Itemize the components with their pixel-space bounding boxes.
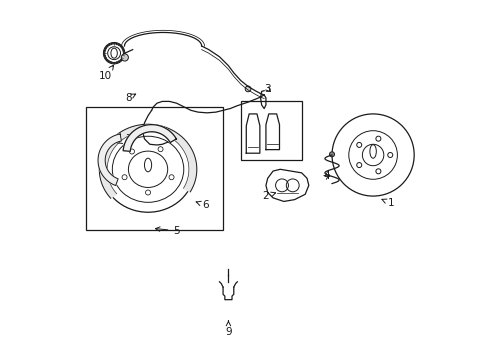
Circle shape [244, 86, 250, 92]
Polygon shape [99, 124, 196, 198]
Text: 3: 3 [264, 84, 270, 94]
Text: 5: 5 [155, 226, 180, 236]
Text: 6: 6 [196, 200, 208, 210]
Text: 10: 10 [99, 65, 113, 81]
Text: 9: 9 [224, 321, 231, 337]
Bar [85, 107, 223, 230]
Text: 2: 2 [262, 191, 275, 201]
Text: 7: 7 [118, 134, 131, 144]
Circle shape [121, 54, 128, 61]
Text: 4: 4 [323, 171, 329, 181]
Circle shape [329, 152, 334, 157]
Bar [241, 102, 301, 160]
Polygon shape [98, 134, 121, 185]
Text: 8: 8 [125, 93, 135, 103]
Polygon shape [123, 125, 176, 151]
Text: 1: 1 [381, 198, 393, 208]
